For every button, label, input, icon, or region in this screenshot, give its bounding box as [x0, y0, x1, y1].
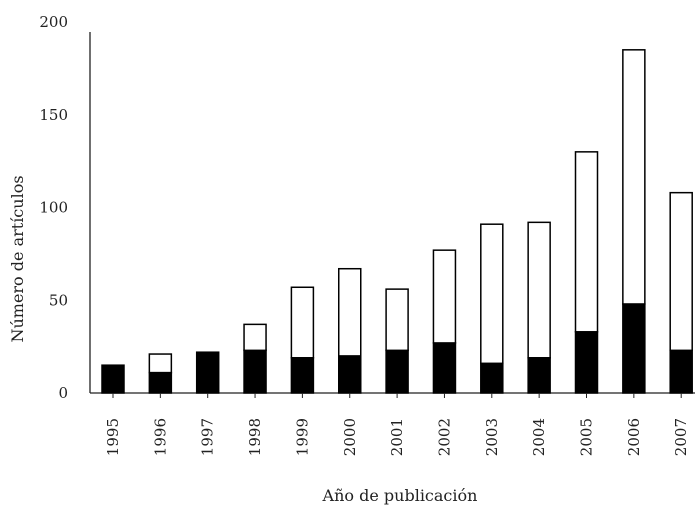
bar-segment-series-1-2005	[574, 331, 599, 394]
x-tick-label: 1995	[104, 418, 122, 456]
bar-segment-series-1-1998	[243, 349, 267, 394]
bar-segment-series-2-2002	[432, 249, 457, 344]
bar-segment-series-1-2007	[669, 349, 693, 394]
x-tick-label: 1999	[293, 418, 311, 456]
y-axis-ticks: 0 50 100 150 200	[39, 13, 68, 402]
y-tick-label: 0	[58, 384, 68, 402]
bars	[101, 49, 693, 394]
bar-segment-series-1-1996	[148, 371, 173, 394]
x-tick-label: 1996	[151, 418, 169, 456]
bar-segment-series-2-2005	[574, 151, 599, 333]
x-tick-label: 2007	[672, 418, 690, 456]
bar-segment-series-1-1999	[290, 357, 315, 394]
bar-segment-series-1-2004	[527, 357, 551, 394]
x-tick-label: 2003	[483, 418, 501, 456]
x-tick-label: 2001	[388, 418, 406, 456]
bar-segment-series-2-2003	[480, 223, 504, 365]
x-tick-label: 2000	[341, 418, 359, 456]
bar-segment-series-2-2007	[669, 191, 693, 352]
bar-segment-series-1-2000	[338, 355, 362, 394]
x-tick-label: 2005	[578, 418, 596, 456]
x-tick-label: 2006	[625, 418, 643, 456]
x-tick-label: 1997	[199, 418, 217, 456]
bar-segment-series-1-2003	[480, 362, 504, 394]
bar-segment-series-1-2006	[622, 303, 646, 394]
y-tick-label: 50	[49, 291, 68, 309]
bar-segment-series-1-2001	[385, 349, 409, 394]
y-tick-label: 200	[39, 13, 68, 31]
bar-segment-series-2-1998	[243, 323, 267, 352]
x-tick-label: 2002	[435, 418, 453, 456]
bar-segment-series-2-2000	[338, 267, 362, 357]
bar-segment-series-2-2001	[385, 288, 409, 352]
y-tick-label: 150	[39, 106, 68, 124]
bar-segment-series-2-1996	[148, 353, 173, 374]
x-axis-ticks: 1995 1996 1997 1998 1999 2000 2001 2002 2003 2004…	[104, 393, 690, 456]
bar-segment-series-2-1999	[290, 286, 315, 359]
bar-segment-series-1-1997	[195, 351, 220, 394]
x-tick-label: 1998	[246, 418, 264, 456]
bar-segment-series-1-1995	[101, 364, 125, 394]
bar-segment-series-2-2004	[527, 221, 551, 359]
x-axis-title: Año de publicación	[322, 486, 478, 505]
bar-segment-series-1-2002	[432, 342, 457, 394]
y-axis-title: Número de artículos	[8, 175, 27, 342]
x-tick-label: 2004	[530, 418, 548, 456]
y-tick-label: 100	[39, 199, 68, 217]
bar-segment-series-2-2006	[622, 49, 646, 305]
